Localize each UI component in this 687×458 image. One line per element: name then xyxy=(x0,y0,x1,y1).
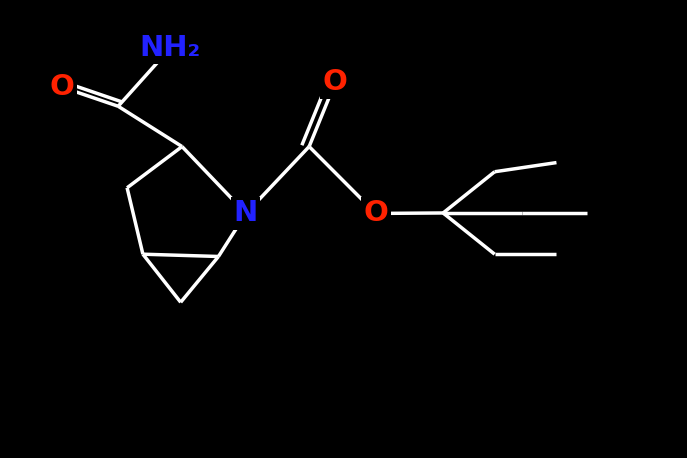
Text: O: O xyxy=(363,199,388,228)
Text: NH₂: NH₂ xyxy=(139,34,201,62)
Text: N: N xyxy=(234,199,258,228)
Text: O: O xyxy=(49,73,74,101)
Text: O: O xyxy=(323,68,348,97)
